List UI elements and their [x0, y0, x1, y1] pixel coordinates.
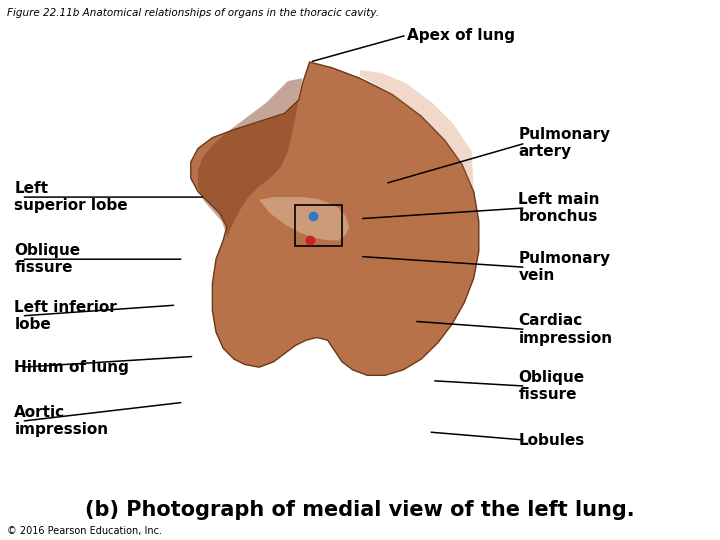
Text: Apex of lung: Apex of lung: [407, 28, 515, 43]
Text: Lobules: Lobules: [518, 433, 585, 448]
Text: Pulmonary
vein: Pulmonary vein: [518, 251, 611, 284]
Text: Aortic
impression: Aortic impression: [14, 405, 109, 437]
Bar: [295, 205, 342, 246]
Text: Pulmonary
artery: Pulmonary artery: [518, 127, 611, 159]
Text: Figure 22.11b Anatomical relationships of organs in the thoracic cavity.: Figure 22.11b Anatomical relationships o…: [7, 8, 379, 18]
Text: Oblique
fissure: Oblique fissure: [14, 243, 81, 275]
Polygon shape: [360, 70, 474, 192]
Polygon shape: [259, 197, 349, 240]
Polygon shape: [198, 78, 302, 238]
Text: (b) Photograph of medial view of the left lung.: (b) Photograph of medial view of the lef…: [85, 500, 635, 521]
Text: © 2016 Pearson Education, Inc.: © 2016 Pearson Education, Inc.: [7, 525, 162, 536]
Text: Left
superior lobe: Left superior lobe: [14, 181, 128, 213]
Text: Cardiac
impression: Cardiac impression: [518, 313, 613, 346]
Text: Left main
bronchus: Left main bronchus: [518, 192, 600, 224]
Text: Hilum of lung: Hilum of lung: [14, 360, 130, 375]
Text: Oblique
fissure: Oblique fissure: [518, 370, 585, 402]
Polygon shape: [191, 62, 479, 375]
Text: Left inferior
lobe: Left inferior lobe: [14, 300, 117, 332]
